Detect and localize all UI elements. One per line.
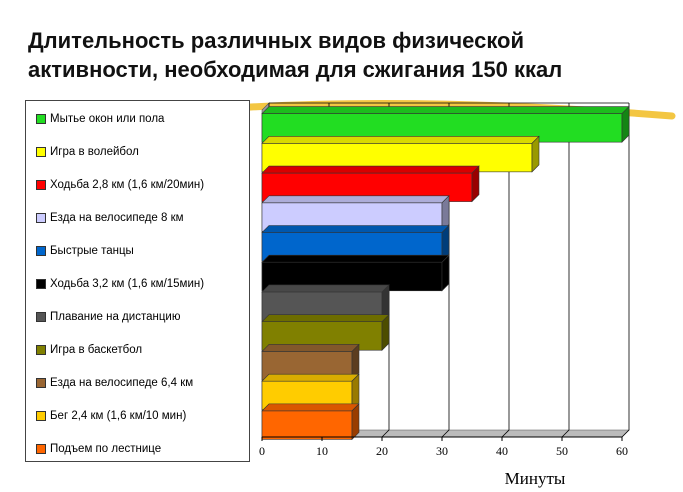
chart-title-line-2: активности, необходимая для сжигания 150… xyxy=(28,57,563,82)
bar-top xyxy=(261,136,540,144)
bar xyxy=(261,254,450,292)
legend-item: Ходьба 2,8 км (1,6 км/20мин) xyxy=(36,178,204,192)
legend-swatch xyxy=(36,279,46,289)
legend-swatch xyxy=(36,312,46,322)
legend-item: Езда на велосипеде 6,4 км xyxy=(36,376,193,390)
legend-label: Езда на велосипеде 6,4 км xyxy=(50,377,194,389)
legend-swatch xyxy=(36,213,46,223)
legend-swatch xyxy=(36,378,46,388)
bar-top xyxy=(261,254,450,263)
legend-label: Игра в волейбол xyxy=(50,146,139,158)
bar-side xyxy=(351,373,360,411)
legend-label: Езда на велосипеде 8 км xyxy=(50,212,184,224)
legend-item: Игра в баскетбол xyxy=(36,343,142,357)
x-tick-label: 30 xyxy=(436,444,448,458)
x-tick-label: 50 xyxy=(556,444,568,458)
legend-item: Плавание на дистанцию xyxy=(36,310,180,324)
gridline xyxy=(501,103,510,438)
bar-side xyxy=(351,343,360,381)
x-axis-label: Минуты xyxy=(505,469,566,488)
legend-label: Быстрые танцы xyxy=(50,245,134,257)
legend-item: Быстрые танцы xyxy=(36,244,134,258)
bar-top xyxy=(261,284,390,293)
legend-swatch xyxy=(36,345,46,355)
legend-label: Ходьба 2,8 км (1,6 км/20мин) xyxy=(50,179,205,191)
x-tick-label: 20 xyxy=(376,444,388,458)
bar xyxy=(261,403,360,441)
chart-title: Длительность различных видов физической … xyxy=(28,26,668,84)
legend-label: Подъем по лестнице xyxy=(50,443,162,455)
legend-label: Плавание на дистанцию xyxy=(50,311,181,323)
legend-item: Игра в волейбол xyxy=(36,145,139,159)
x-axis: 0 10 20 30 40 50 60 Минуты xyxy=(259,436,628,488)
bar-top xyxy=(261,165,480,174)
bar-side xyxy=(441,224,450,262)
bar-top xyxy=(261,403,360,412)
legend-item: Подъем по лестнице xyxy=(36,442,161,456)
bar-side xyxy=(531,135,540,173)
bar-top xyxy=(261,344,360,352)
legend-swatch xyxy=(36,147,46,157)
x-tick-label: 60 xyxy=(616,444,628,458)
chart-bars xyxy=(261,105,630,441)
legend-swatch xyxy=(36,411,46,421)
legend-swatch xyxy=(36,180,46,190)
bar-side xyxy=(441,195,450,233)
gridline xyxy=(561,103,570,438)
x-tick-label: 0 xyxy=(259,444,265,458)
legend-item: Бег 2,4 км (1,6 км/10 мин) xyxy=(36,409,186,423)
x-tick-label: 40 xyxy=(496,444,508,458)
bar-top xyxy=(261,225,450,233)
bar-top xyxy=(261,106,630,114)
chart-legend: Мытье окон или пола Игра в волейбол Ходьба… xyxy=(25,100,250,462)
bar xyxy=(261,165,480,203)
legend-label: Ходьба 3,2 км (1,6 км/15мин) xyxy=(50,278,205,290)
legend-swatch xyxy=(36,114,46,124)
legend-item: Езда на велосипеде 8 км xyxy=(36,211,184,225)
legend-label: Бег 2,4 км (1,6 км/10 мин) xyxy=(50,410,187,422)
bar-side xyxy=(441,254,450,292)
bar-top xyxy=(261,373,360,382)
legend-swatch xyxy=(36,444,46,454)
bar-top xyxy=(261,195,450,204)
chart-title-line-1: Длительность различных видов физической xyxy=(28,28,525,53)
legend-label: Мытье окон или пола xyxy=(50,113,165,125)
legend-label: Игра в баскетбол xyxy=(50,344,143,356)
x-tick-label: 10 xyxy=(316,444,328,458)
bar-front xyxy=(261,410,353,440)
bar-side xyxy=(381,313,390,351)
bar-top xyxy=(261,314,390,322)
bar-side xyxy=(381,284,390,322)
legend-item: Мытье окон или пола xyxy=(36,112,164,126)
bar-side xyxy=(471,165,480,203)
gridline xyxy=(621,103,630,438)
bar-side xyxy=(621,105,630,143)
legend-item: Ходьба 3,2 км (1,6 км/15мин) xyxy=(36,277,204,291)
legend-swatch xyxy=(36,246,46,256)
bar-side xyxy=(351,403,360,441)
